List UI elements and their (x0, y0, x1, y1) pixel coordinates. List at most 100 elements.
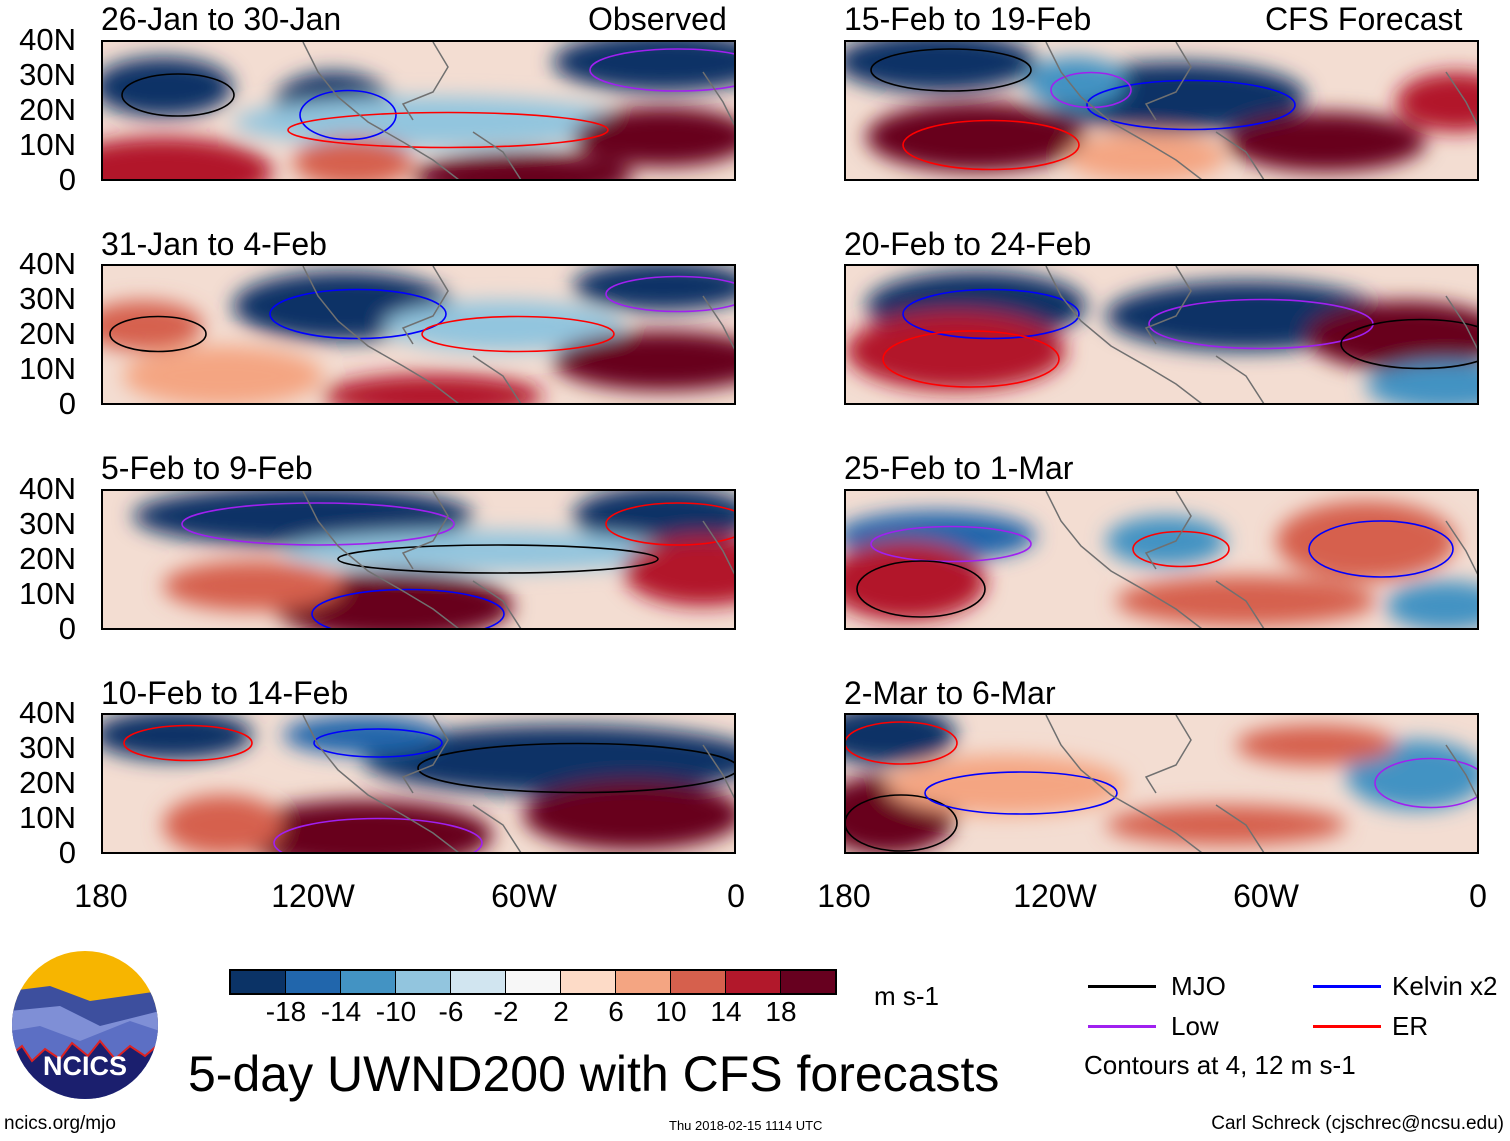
colorbar-tick-label: -6 (438, 996, 464, 1027)
footer-url[interactable]: ncics.org/mjo (4, 1113, 116, 1134)
wind-anomaly-region (103, 715, 253, 760)
observed-header: Observed (588, 1, 727, 37)
map-panel-7 (844, 489, 1479, 630)
colorbar-bin (671, 971, 726, 993)
legend-swatch-mjo (1088, 985, 1156, 988)
panel-6-date: 20-Feb to 24-Feb (844, 226, 1092, 262)
wind-anomaly-region (1236, 725, 1396, 765)
lon-label: 180 (74, 878, 128, 914)
lat-label: 30N (19, 730, 76, 765)
colorbar-bin (451, 971, 506, 993)
wave-contour (1340, 318, 1477, 370)
lat-label: 40N (19, 695, 76, 730)
wind-anomaly-region (103, 57, 233, 117)
wind-anomaly-region (1306, 301, 1477, 371)
wind-anomaly-region (1106, 805, 1346, 845)
wave-contour (421, 315, 615, 353)
colorbar-bin (616, 971, 671, 993)
wind-anomaly-region (1026, 57, 1126, 107)
legend-label-low: Low (1171, 1011, 1219, 1041)
legend-label-kelvin: Kelvin x2 (1392, 971, 1498, 1001)
lon-label: 120W (271, 878, 355, 914)
lat-label: 20N (19, 765, 76, 800)
lon-label: 0 (1469, 878, 1487, 914)
lat-label: 0 (58, 162, 76, 197)
wind-anomaly-region (413, 152, 633, 179)
colorbar-tick-label: 18 (765, 996, 797, 1027)
colorbar (229, 969, 837, 995)
wind-anomaly-region (133, 491, 473, 546)
colorbar-bin (231, 971, 286, 993)
wave-contour (589, 48, 734, 92)
lat-label: 0 (58, 386, 76, 421)
lat-label: 30N (19, 281, 76, 316)
contours-note: Contours at 4, 12 m s-1 (1084, 1050, 1356, 1080)
panel-7-date: 25-Feb to 1-Mar (844, 450, 1074, 486)
colorbar-bin (781, 971, 835, 993)
coastline (302, 715, 734, 852)
lat-label: 0 (58, 611, 76, 646)
wave-contour (846, 794, 958, 852)
lon-label: 0 (727, 878, 745, 914)
colorbar-bin (286, 971, 341, 993)
legend-label-mjo: MJO (1171, 971, 1226, 1001)
wind-anomaly-region (283, 531, 683, 571)
coastline (302, 266, 734, 403)
wind-anomaly-region (163, 795, 283, 852)
panel-2-date: 31-Jan to 4-Feb (101, 226, 327, 262)
colorbar-tick-label: 14 (710, 996, 742, 1027)
panel-3-date: 5-Feb to 9-Feb (101, 450, 313, 486)
lat-label: 20N (19, 316, 76, 351)
figure-title: 5-day UWND200 with CFS forecasts (188, 1046, 1000, 1102)
wind-anomaly-region (1226, 112, 1426, 172)
wave-contour (337, 544, 659, 574)
lat-label: 40N (19, 22, 76, 57)
wave-contour (299, 89, 397, 141)
lat-label: 10N (19, 127, 76, 162)
wave-contour (109, 315, 207, 353)
lon-label: 60W (491, 878, 557, 914)
wind-anomaly-region (1066, 132, 1226, 179)
lon-label: 60W (1233, 878, 1299, 914)
coastline (1045, 266, 1477, 403)
wave-contour (856, 560, 986, 618)
legend-swatch-low (1088, 1025, 1156, 1028)
colorbar-tick-label: 6 (608, 996, 624, 1027)
wind-anomaly-region (1276, 501, 1456, 581)
forecast-header: CFS Forecast (1265, 1, 1463, 37)
wind-anomaly-region (233, 97, 633, 147)
wave-contour (870, 525, 1032, 563)
map-panel-6 (844, 264, 1479, 405)
wave-contour (287, 111, 609, 149)
panel-4-date: 10-Feb to 14-Feb (101, 675, 349, 711)
wave-contour (846, 721, 958, 765)
wind-anomaly-region (623, 536, 734, 606)
wave-contour (311, 588, 505, 628)
wave-contour (1050, 71, 1132, 109)
wind-anomaly-region (886, 755, 1126, 815)
map-panel-2 (101, 264, 736, 405)
wind-anomaly-region (846, 715, 956, 765)
panel-5-date: 15-Feb to 19-Feb (844, 1, 1092, 37)
wind-anomaly-region (846, 42, 1036, 92)
wind-anomaly-region (573, 266, 734, 311)
wind-anomaly-region (573, 107, 734, 167)
wind-anomaly-region (573, 491, 734, 546)
lat-label: 20N (19, 541, 76, 576)
wave-contour (417, 742, 734, 794)
wave-contour (605, 275, 734, 313)
colorbar-bin (341, 971, 396, 993)
colorbar-tick-label: -10 (375, 996, 417, 1027)
wave-contour (1086, 79, 1296, 131)
wind-anomaly-region (233, 800, 493, 852)
lat-label: 40N (19, 471, 76, 506)
footer-timestamp: Thu 2018-02-15 1114 UTC (669, 1118, 823, 1133)
lat-label: 40N (19, 246, 76, 281)
legend-label-er: ER (1392, 1011, 1429, 1041)
wind-anomaly-region (293, 137, 413, 179)
coastline (1045, 42, 1477, 179)
lon-label: 120W (1013, 878, 1097, 914)
wind-anomaly-region (553, 331, 734, 391)
colorbar-tick-label: -14 (320, 996, 362, 1027)
map-panel-8 (844, 713, 1479, 854)
